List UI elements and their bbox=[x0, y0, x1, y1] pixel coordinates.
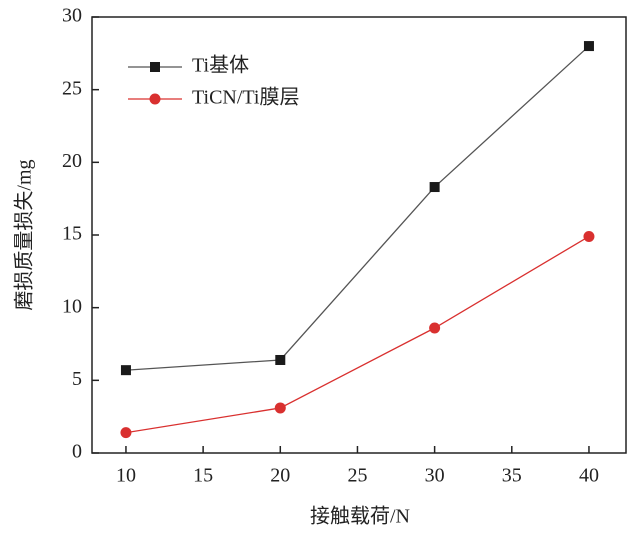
legend-marker bbox=[150, 62, 160, 72]
x-tick-label: 30 bbox=[425, 465, 445, 487]
y-axis-label: 磨损质量损失/mg bbox=[13, 159, 36, 310]
point bbox=[274, 402, 286, 414]
y-tick-label: 25 bbox=[62, 77, 82, 99]
point bbox=[275, 354, 286, 365]
y-tick-label: 5 bbox=[72, 368, 82, 390]
y-tick-label: 30 bbox=[62, 5, 82, 27]
y-tick-label: 0 bbox=[72, 441, 82, 463]
point bbox=[429, 322, 441, 334]
legend-label: TiCN/Ti膜层 bbox=[192, 86, 299, 109]
y-tick-label: 10 bbox=[62, 295, 82, 317]
x-tick-label: 10 bbox=[116, 465, 136, 487]
x-tick-label: 15 bbox=[193, 465, 213, 487]
point bbox=[583, 230, 595, 242]
y-tick-label: 20 bbox=[62, 150, 82, 172]
legend-label: Ti基体 bbox=[192, 54, 249, 77]
series-line bbox=[125, 235, 590, 434]
x-tick-label: 40 bbox=[579, 465, 599, 487]
series-line bbox=[125, 45, 590, 371]
plot-frame bbox=[91, 16, 627, 454]
x-axis-label: 接触载荷/N bbox=[310, 505, 410, 528]
y-tick-label: 15 bbox=[62, 223, 82, 245]
point bbox=[120, 365, 131, 376]
x-tick-label: 20 bbox=[270, 465, 290, 487]
x-tick-label: 35 bbox=[502, 465, 522, 487]
point bbox=[120, 427, 132, 439]
point bbox=[429, 182, 440, 193]
point bbox=[583, 41, 594, 52]
legend-marker bbox=[149, 93, 161, 105]
x-tick-label: 25 bbox=[347, 465, 367, 487]
